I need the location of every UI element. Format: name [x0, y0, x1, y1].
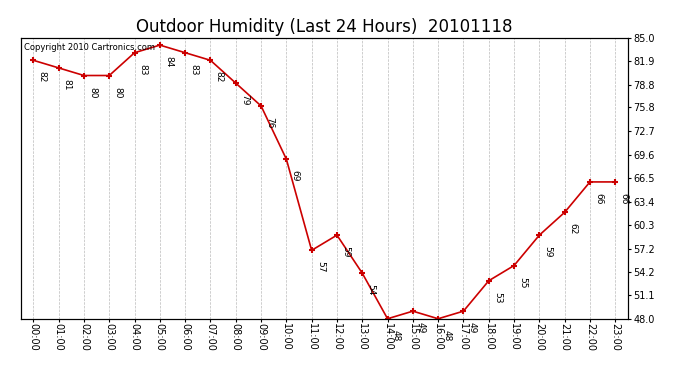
- Text: 69: 69: [290, 170, 299, 182]
- Text: 76: 76: [265, 117, 274, 129]
- Text: 55: 55: [518, 277, 527, 288]
- Text: 83: 83: [139, 64, 148, 75]
- Text: 79: 79: [240, 94, 249, 106]
- Text: 82: 82: [37, 71, 46, 83]
- Text: 48: 48: [392, 330, 401, 341]
- Text: 66: 66: [620, 193, 629, 204]
- Text: 59: 59: [544, 246, 553, 258]
- Text: 53: 53: [493, 292, 502, 303]
- Text: 66: 66: [594, 193, 603, 204]
- Text: 81: 81: [63, 79, 72, 90]
- Text: Copyright 2010 Cartronics.com: Copyright 2010 Cartronics.com: [23, 43, 155, 52]
- Text: 80: 80: [113, 87, 122, 98]
- Text: 49: 49: [468, 322, 477, 334]
- Text: 48: 48: [442, 330, 451, 341]
- Text: 62: 62: [569, 224, 578, 235]
- Text: 82: 82: [215, 71, 224, 83]
- Text: 54: 54: [366, 284, 375, 296]
- Text: 59: 59: [341, 246, 350, 258]
- Text: 57: 57: [316, 261, 325, 273]
- Text: 83: 83: [189, 64, 198, 75]
- Title: Outdoor Humidity (Last 24 Hours)  20101118: Outdoor Humidity (Last 24 Hours) 2010111…: [136, 18, 513, 36]
- Text: 49: 49: [417, 322, 426, 334]
- Text: 80: 80: [88, 87, 97, 98]
- Text: 84: 84: [164, 56, 173, 68]
